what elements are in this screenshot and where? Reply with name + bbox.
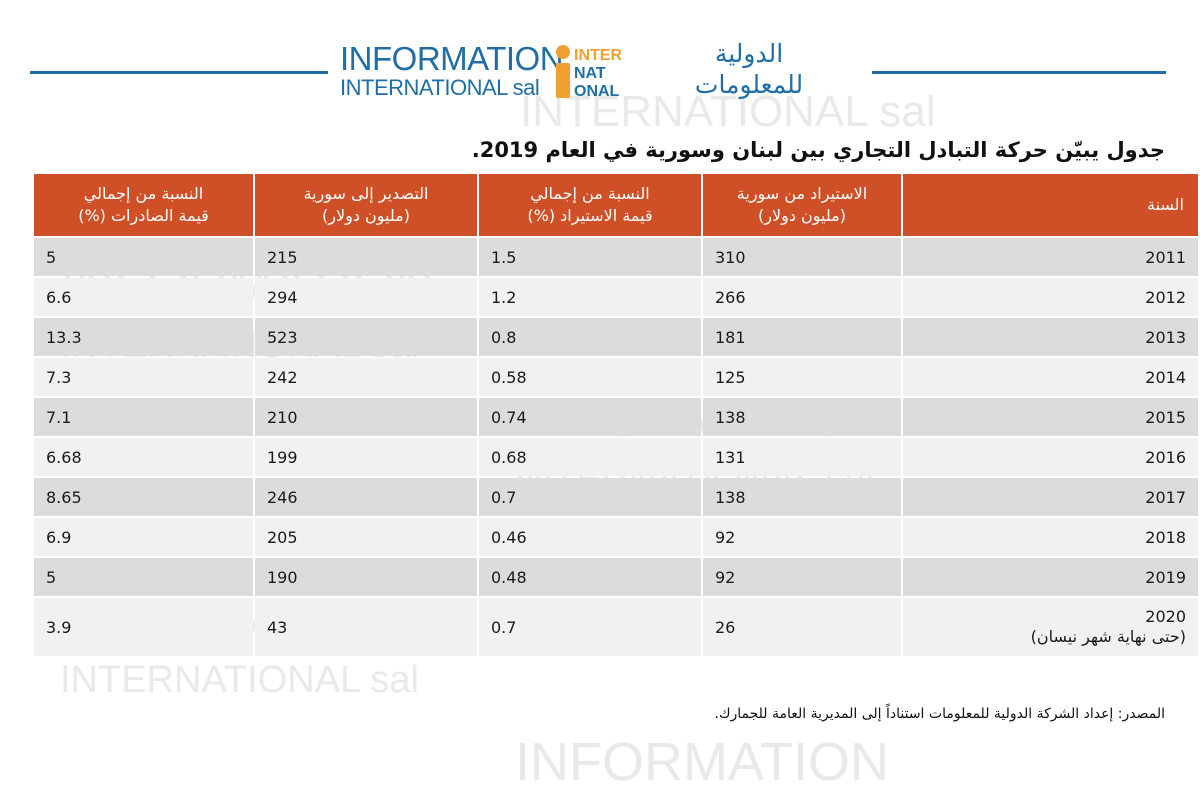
cell-import-share: 0.74 [479, 398, 701, 436]
cell-exports: 294 [255, 278, 477, 316]
table-row: 2017 138 0.7 246 8.65 [34, 478, 1198, 516]
cell-year: 2016 [903, 438, 1198, 476]
cell-exports: 205 [255, 518, 477, 556]
cell-exports: 215 [255, 238, 477, 276]
cell-year: 2017 [903, 478, 1198, 516]
cell-import-share: 0.58 [479, 358, 701, 396]
cell-export-share: 13.3 [34, 318, 253, 356]
logo-mark-text-1: INTER [574, 47, 622, 64]
logo-arabic: الدولية للمعلومات [694, 39, 804, 99]
cell-import-share: 0.68 [479, 438, 701, 476]
table-row: 2013 181 0.8 523 13.3 [34, 318, 1198, 356]
cell-import-share: 0.8 [479, 318, 701, 356]
cell-exports: 210 [255, 398, 477, 436]
cell-exports: 242 [255, 358, 477, 396]
cell-year: 2019 [903, 558, 1198, 596]
cell-import-share: 1.5 [479, 238, 701, 276]
header-year: السنة [903, 174, 1198, 236]
table-row: 2020 (حتى نهاية شهر نيسان) 26 0.7 43 3.9 [34, 598, 1198, 656]
cell-import-share: 0.46 [479, 518, 701, 556]
cell-exports: 190 [255, 558, 477, 596]
cell-exports: 199 [255, 438, 477, 476]
cell-import-share: 0.7 [479, 598, 701, 656]
cell-year-note: (حتى نهاية شهر نيسان) [1030, 627, 1186, 646]
header-logo-bar: INFORMATION INTERNATIONAL sal INTER NAT … [0, 38, 1200, 108]
cell-imports: 125 [703, 358, 901, 396]
cell-imports: 26 [703, 598, 901, 656]
cell-exports: 246 [255, 478, 477, 516]
header-imports: الاستيراد من سورية (مليون دولار) [703, 174, 901, 236]
cell-imports: 138 [703, 478, 901, 516]
logo-mark-text-3: ONAL [574, 83, 620, 100]
cell-export-share: 6.68 [34, 438, 253, 476]
cell-import-share: 0.48 [479, 558, 701, 596]
cell-export-share: 6.9 [34, 518, 253, 556]
cell-import-share: 1.2 [479, 278, 701, 316]
table-row: 2019 92 0.48 190 5 [34, 558, 1198, 596]
table-row: 2012 266 1.2 294 6.6 [34, 278, 1198, 316]
header-rule-right [872, 71, 1166, 74]
cell-import-share: 0.7 [479, 478, 701, 516]
cell-imports: 92 [703, 518, 901, 556]
cell-year-value: 2020 [1145, 607, 1186, 626]
watermark-logo-bottom-middle: INFORMATION [515, 732, 889, 792]
cell-year: 2013 [903, 318, 1198, 356]
logo-mark-text-2: NAT [574, 65, 606, 82]
table-row: 2018 92 0.46 205 6.9 [34, 518, 1198, 556]
cell-exports: 523 [255, 318, 477, 356]
cell-export-share: 5 [34, 238, 253, 276]
table-row: 2015 138 0.74 210 7.1 [34, 398, 1198, 436]
cell-exports: 43 [255, 598, 477, 656]
cell-export-share: 5 [34, 558, 253, 596]
header-import-share: النسبة من إجمالي قيمة الاستيراد (%) [479, 174, 701, 236]
cell-imports: 266 [703, 278, 901, 316]
trade-table: السنة الاستيراد من سورية (مليون دولار) ال… [32, 172, 1200, 658]
cell-imports: 92 [703, 558, 901, 596]
cell-year: 2018 [903, 518, 1198, 556]
logo-english: INFORMATION INTERNATIONAL sal [340, 40, 564, 100]
cell-export-share: 3.9 [34, 598, 253, 656]
cell-export-share: 6.6 [34, 278, 253, 316]
source-note: المصدر: إعداد الشركة الدولية للمعلومات ا… [714, 706, 1165, 722]
cell-export-share: 7.3 [34, 358, 253, 396]
cell-export-share: 8.65 [34, 478, 253, 516]
cell-export-share: 7.1 [34, 398, 253, 436]
cell-year: 2020 (حتى نهاية شهر نيسان) [903, 598, 1198, 656]
cell-imports: 310 [703, 238, 901, 276]
cell-year: 2011 [903, 238, 1198, 276]
cell-imports: 138 [703, 398, 901, 436]
cell-imports: 181 [703, 318, 901, 356]
table-header-row: السنة الاستيراد من سورية (مليون دولار) ال… [34, 174, 1198, 236]
header-exports: التصدير إلى سورية (مليون دولار) [255, 174, 477, 236]
cell-year: 2014 [903, 358, 1198, 396]
header-rule-left [30, 71, 328, 74]
table-row: 2016 131 0.68 199 6.68 [34, 438, 1198, 476]
page-title: جدول يبيّن حركة التبادل التجاري بين لبنا… [471, 138, 1165, 162]
table-row: 2014 125 0.58 242 7.3 [34, 358, 1198, 396]
cell-year: 2015 [903, 398, 1198, 436]
header-export-share: النسبة من إجمالي قيمة الصادرات (%) [34, 174, 253, 236]
table-row: 2011 310 1.5 215 5 [34, 238, 1198, 276]
cell-imports: 131 [703, 438, 901, 476]
cell-year: 2012 [903, 278, 1198, 316]
logo-mark-icon: INTER NAT ONAL [556, 45, 622, 100]
